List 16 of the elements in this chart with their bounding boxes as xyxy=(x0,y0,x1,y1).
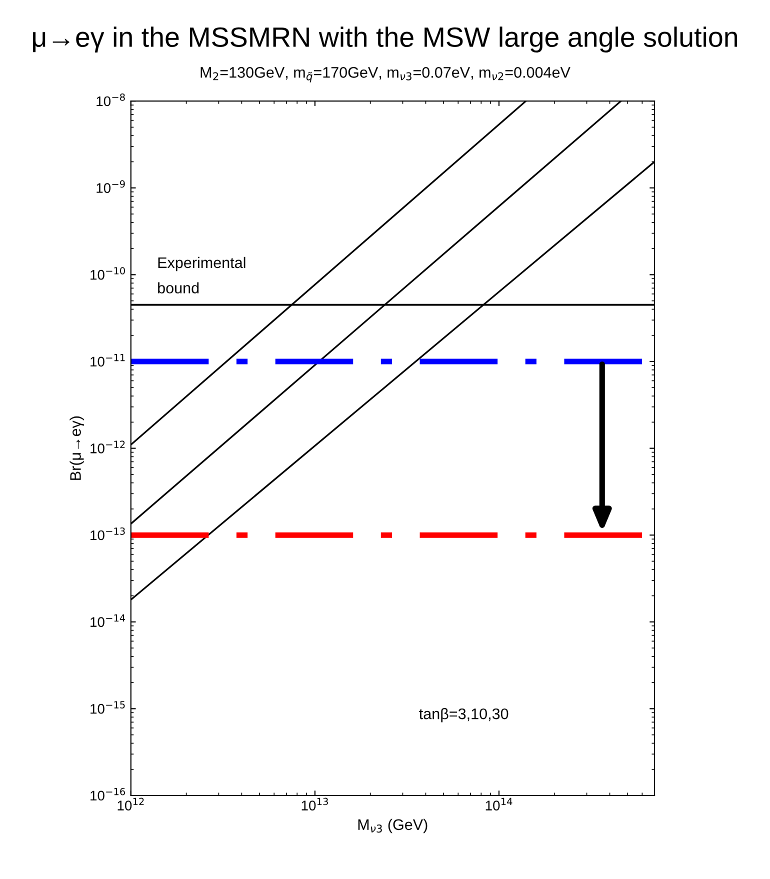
x-axis-title: M$_{ν3}$ (GeV) xyxy=(358,818,428,834)
y-tick-label: 10$^{−13}$ xyxy=(90,527,125,540)
ref-line-label: Experimental bound xyxy=(158,256,246,294)
y-tick-label: 10$^{−12}$ xyxy=(90,440,125,454)
y-axis-title: Br(μ→eγ) xyxy=(70,416,84,480)
annotation: tanβ=3,10,30 xyxy=(419,708,508,722)
text: M$_{2}$=130GeV, m$_{q̃}$=170GeV, m$_{ν3}$=0.07eV, m$_{ν2}$=0.004eV xyxy=(200,67,570,82)
y-tick-label: 10$^{−8}$ xyxy=(96,93,125,106)
y-tick-label: 10$^{−15}$ xyxy=(90,701,125,714)
x-tick-label: 10$^{13}$ xyxy=(302,798,328,810)
y-tick-label: 10$^{−9}$ xyxy=(96,180,125,193)
y-tick-label: 10$^{−11}$ xyxy=(90,354,125,367)
y-tick-label: 10$^{−10}$ xyxy=(90,267,125,280)
chart-title: μ→eγ in the MSSMRN with the MSW large angle solution xyxy=(33,26,738,52)
x-tick-label: 10$^{14}$ xyxy=(486,798,512,810)
y-tick-label: 10$^{−14}$ xyxy=(90,614,126,627)
